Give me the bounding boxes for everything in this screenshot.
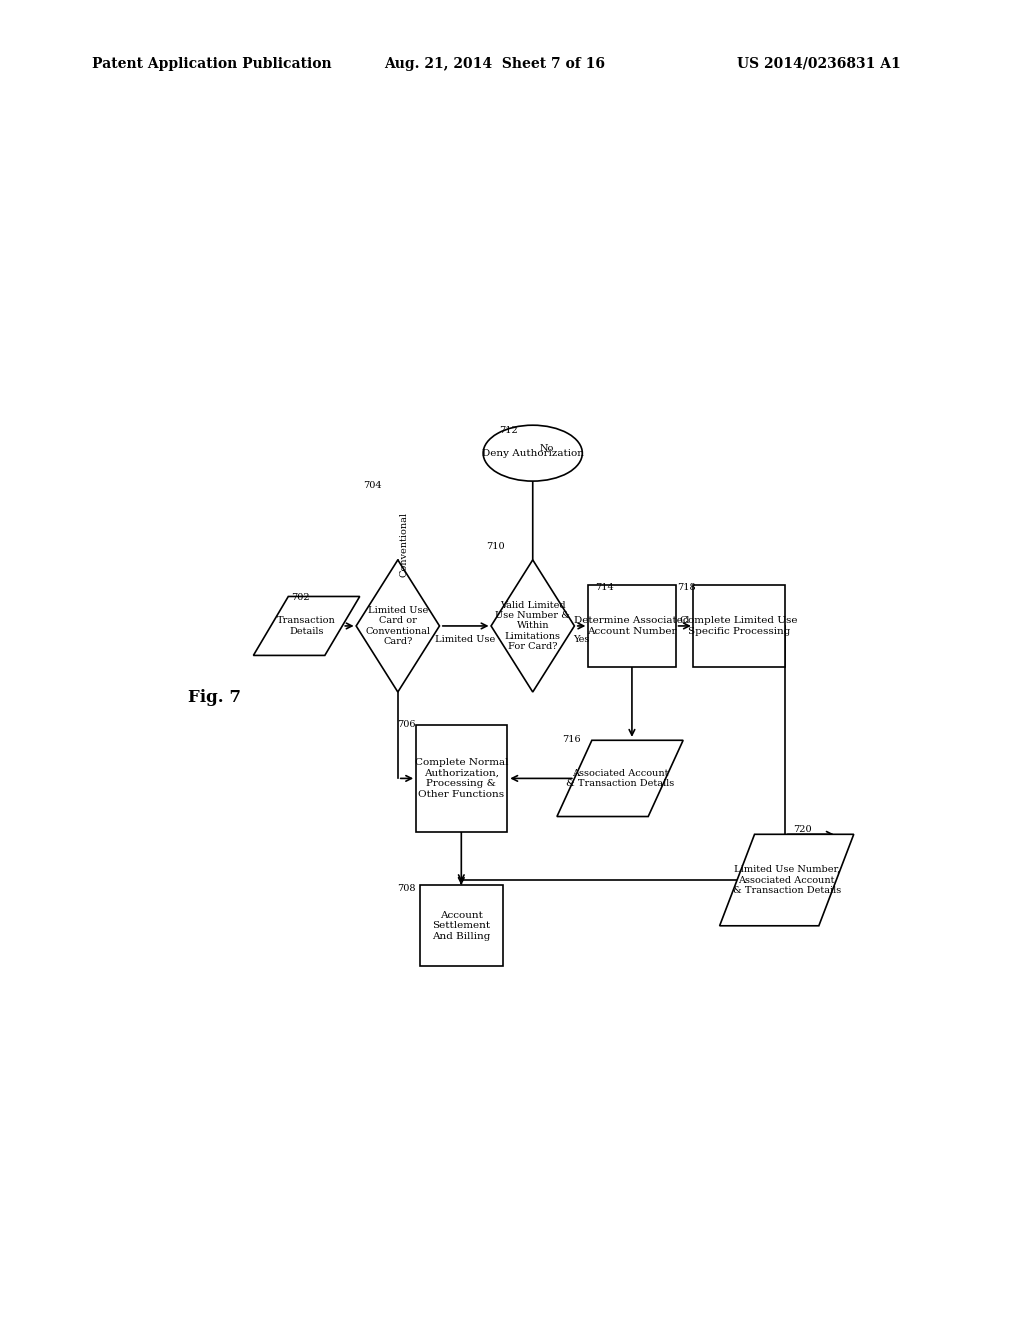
Text: Limited Use
Card or
Conventional
Card?: Limited Use Card or Conventional Card? (366, 606, 430, 645)
Text: Account
Settlement
And Billing: Account Settlement And Billing (432, 911, 490, 941)
Text: Transaction
Details: Transaction Details (278, 616, 336, 636)
Text: US 2014/0236831 A1: US 2014/0236831 A1 (737, 57, 901, 71)
Ellipse shape (483, 425, 583, 480)
Text: Complete Limited Use
Specific Processing: Complete Limited Use Specific Processing (680, 616, 798, 636)
Text: 718: 718 (677, 583, 695, 591)
Text: Fig. 7: Fig. 7 (187, 689, 241, 706)
FancyBboxPatch shape (416, 725, 507, 832)
FancyBboxPatch shape (693, 585, 784, 667)
Text: 704: 704 (362, 482, 382, 490)
Polygon shape (492, 560, 574, 692)
Polygon shape (356, 560, 439, 692)
Text: 714: 714 (595, 583, 613, 591)
Text: Complete Normal
Authorization,
Processing &
Other Functions: Complete Normal Authorization, Processin… (415, 758, 508, 799)
Text: 708: 708 (397, 883, 416, 892)
Text: Associated Account
& Transaction Details: Associated Account & Transaction Details (566, 768, 674, 788)
Text: Limited Use Number,
Associated Account
& Transaction Details: Limited Use Number, Associated Account &… (732, 865, 841, 895)
Text: Aug. 21, 2014  Sheet 7 of 16: Aug. 21, 2014 Sheet 7 of 16 (384, 57, 605, 71)
FancyBboxPatch shape (420, 886, 503, 966)
Text: Conventional: Conventional (399, 512, 409, 577)
Text: Limited Use: Limited Use (435, 635, 496, 644)
Polygon shape (253, 597, 359, 656)
Text: No: No (539, 444, 553, 453)
Polygon shape (720, 834, 854, 925)
Text: Deny Authorization: Deny Authorization (481, 449, 584, 458)
Text: Yes: Yes (573, 635, 590, 644)
FancyBboxPatch shape (588, 585, 676, 667)
Text: Patent Application Publication: Patent Application Publication (92, 57, 332, 71)
Polygon shape (557, 741, 683, 817)
Text: Determine Associated
Account Number: Determine Associated Account Number (574, 616, 690, 636)
Text: 712: 712 (500, 426, 518, 436)
Text: 710: 710 (486, 543, 505, 552)
Text: Valid Limited
Use Number &
Within
Limitations
For Card?: Valid Limited Use Number & Within Limita… (496, 601, 570, 651)
Text: 716: 716 (562, 735, 581, 744)
Text: 702: 702 (291, 593, 309, 602)
Text: 706: 706 (397, 719, 416, 729)
Text: 720: 720 (793, 825, 812, 834)
